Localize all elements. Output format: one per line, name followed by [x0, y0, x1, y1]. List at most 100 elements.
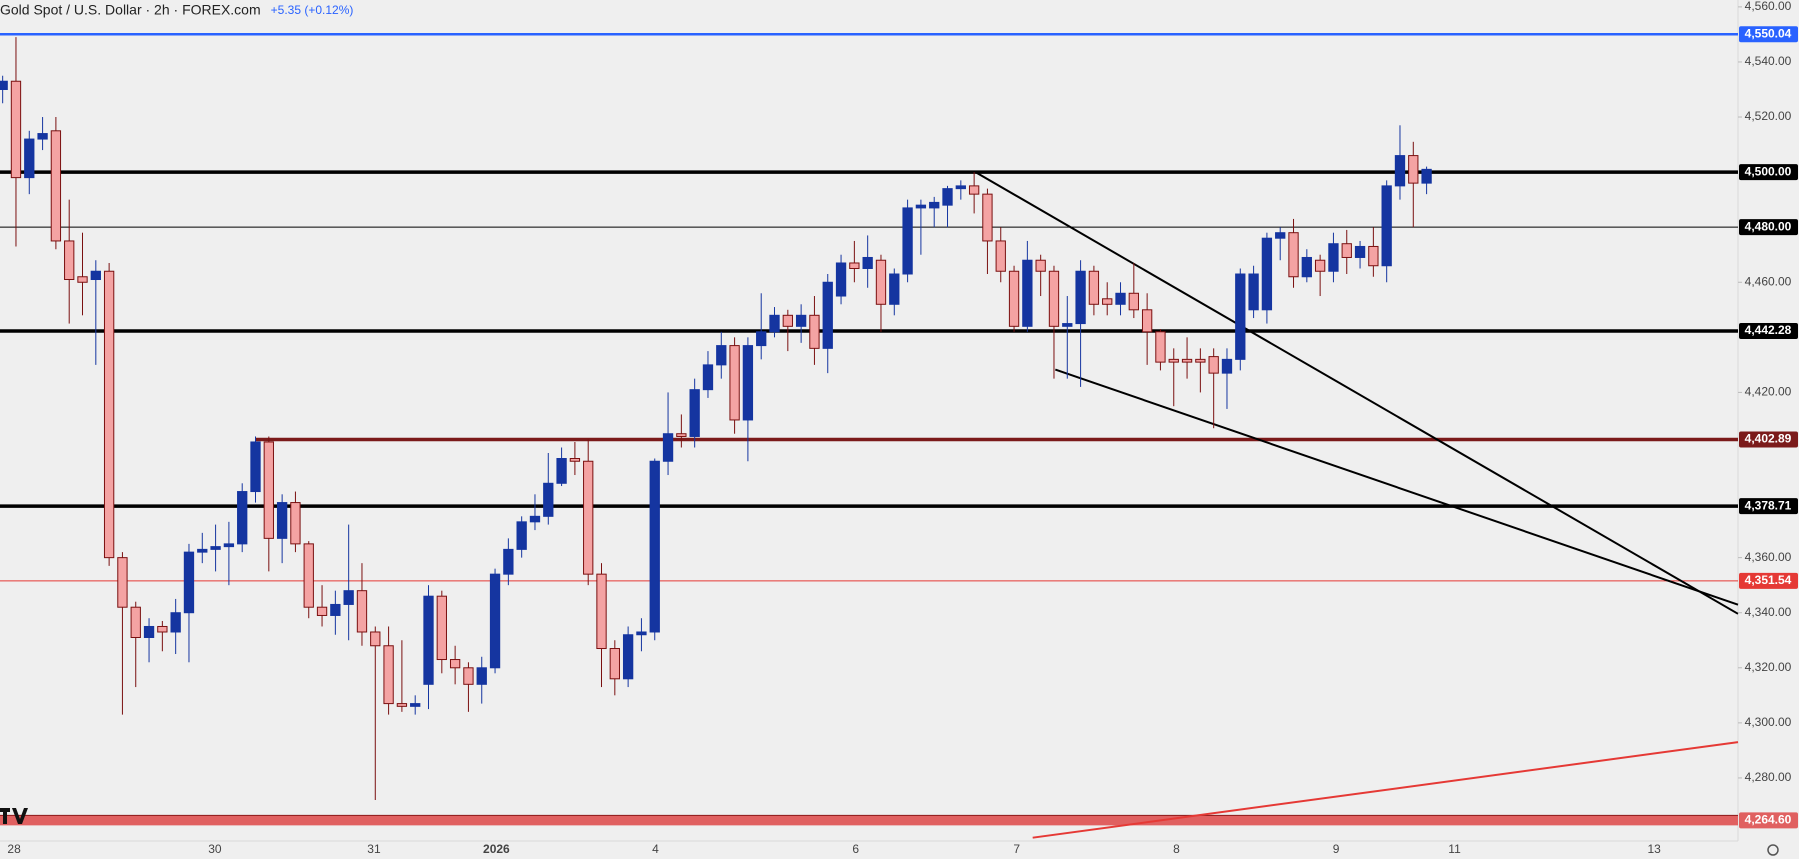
candle-body [649, 460, 660, 633]
candle-body [636, 631, 647, 636]
candle-body [556, 458, 567, 484]
level-label-box [1739, 812, 1798, 829]
candle-body [303, 543, 314, 608]
candle-body [875, 259, 887, 305]
candle-body [1102, 298, 1113, 305]
candle-body [77, 276, 88, 283]
candle-body [1408, 155, 1419, 184]
candle-body [1421, 168, 1432, 184]
candle-body [702, 364, 714, 391]
level-label-box [1739, 164, 1798, 181]
level-label: 4,500.00 [1745, 164, 1792, 178]
candle-body [157, 625, 168, 633]
candle-body [822, 281, 833, 349]
candle-body [1314, 259, 1326, 272]
y-tick-label: 4,280.00 [1745, 770, 1792, 784]
candle-body [889, 273, 900, 305]
x-tick-label: 7 [1013, 842, 1020, 856]
trendline [974, 171, 1739, 615]
symbol-title: Gold Spot / U.S. Dollar · 2h · FOREX.com [0, 2, 261, 18]
candle-body [1181, 358, 1193, 363]
candle-body [1381, 185, 1392, 267]
candle-body [143, 625, 155, 638]
candle-body [1035, 259, 1046, 272]
candle-body [197, 548, 208, 553]
candle-body [929, 201, 940, 209]
candle-body [849, 262, 860, 269]
level-label-box [1739, 498, 1798, 515]
candle-body [942, 188, 953, 206]
logo [0, 808, 28, 824]
candle-body [1301, 256, 1312, 278]
candle-body [968, 185, 980, 195]
candle-body [90, 270, 101, 281]
candle-body [689, 389, 700, 437]
candle-body [330, 603, 341, 616]
candle-body [370, 631, 381, 647]
x-tick-label: 11 [1448, 842, 1461, 856]
candle-body [1115, 292, 1126, 305]
candle-body [356, 590, 368, 633]
candle-body [290, 502, 301, 545]
x-tick-label: 6 [852, 842, 859, 856]
candle-body [316, 606, 328, 616]
candle-body [769, 314, 780, 333]
candle-body [795, 314, 807, 327]
x-tick-label: 31 [367, 842, 381, 856]
candle-body [1128, 292, 1139, 311]
candle-body [276, 502, 288, 539]
level-label-box [1739, 572, 1798, 589]
candle-body [383, 645, 394, 705]
candle-body [902, 207, 913, 275]
y-tick-label: 4,320.00 [1745, 660, 1792, 674]
y-tick-label: 4,560.00 [1745, 0, 1792, 13]
x-tick-label: 28 [7, 842, 21, 856]
candle-body [1248, 273, 1259, 311]
candle-body [1221, 358, 1233, 374]
candle-body [343, 590, 354, 605]
level-label: 4,402.89 [1745, 432, 1792, 446]
candle-body [1288, 232, 1299, 278]
y-tick-label: 4,420.00 [1745, 385, 1792, 399]
candle-body [609, 648, 620, 680]
level-label-box [1739, 323, 1798, 340]
candle-body [476, 667, 487, 685]
candle-body [622, 634, 634, 680]
candle-body [449, 659, 461, 669]
y-tick-label: 4,300.00 [1745, 715, 1792, 729]
settings-icon[interactable] [1767, 844, 1779, 856]
level-label: 4,378.71 [1745, 498, 1792, 512]
candle-body [1048, 270, 1060, 327]
candle-body [503, 548, 514, 575]
x-tick-label: 4 [652, 842, 659, 856]
trendline [1032, 741, 1739, 839]
candle-body [130, 606, 141, 638]
candle-body [410, 703, 421, 707]
candle-body [543, 482, 554, 517]
candle-body [103, 270, 115, 559]
candle-body [1354, 245, 1366, 258]
candle-body [489, 573, 501, 669]
y-tick-label: 4,340.00 [1745, 605, 1792, 619]
x-tick-label: 30 [208, 842, 222, 856]
level-label: 4,442.28 [1745, 323, 1792, 337]
candle-body [0, 80, 8, 90]
candle-body [662, 433, 674, 462]
level-label: 4,264.60 [1745, 813, 1792, 827]
candle-body [10, 80, 22, 179]
candle-body [263, 441, 274, 539]
plot [0, 33, 1739, 839]
price-change: +5.35 (+0.12%) [271, 3, 354, 17]
level-label-box [1739, 26, 1798, 43]
x-tick-label: 8 [1173, 842, 1180, 856]
candle-body [1328, 243, 1339, 272]
candle-body [729, 345, 740, 421]
candle-body [596, 573, 607, 650]
candle-body [223, 543, 235, 548]
candle-body [516, 521, 527, 550]
logo-mark [0, 808, 28, 824]
level-label: 4,480.00 [1745, 219, 1792, 233]
candle-body [583, 460, 594, 575]
candle-body [982, 193, 993, 242]
